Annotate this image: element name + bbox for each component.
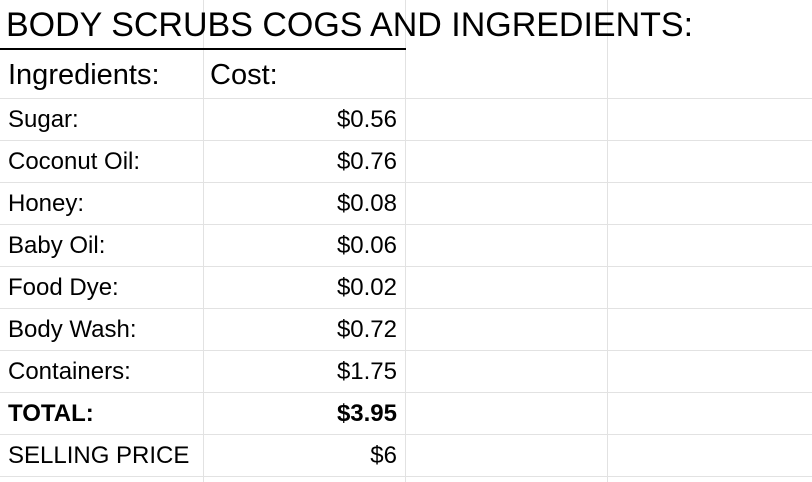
ingredient-name-cell[interactable]: Containers: bbox=[8, 358, 131, 385]
ingredient-name-cell[interactable]: Body Wash: bbox=[8, 316, 137, 343]
selling-price-value-cell[interactable]: $6 bbox=[370, 442, 397, 469]
row-divider bbox=[0, 266, 812, 267]
title-border bbox=[0, 48, 406, 50]
ingredient-cost-cell[interactable]: $0.56 bbox=[336, 106, 397, 133]
ingredient-cost-cell[interactable]: $0.08 bbox=[336, 190, 397, 217]
ingredient-cost-cell[interactable]: $0.06 bbox=[336, 232, 397, 259]
row-divider bbox=[0, 140, 812, 141]
sheet-title-cell[interactable]: BODY SCRUBS COGS AND INGREDIENTS: bbox=[6, 6, 694, 44]
ingredient-cost-cell[interactable]: $0.76 bbox=[336, 148, 397, 175]
ingredient-name-cell[interactable]: Sugar: bbox=[8, 106, 79, 133]
col-divider bbox=[607, 0, 608, 482]
header-cost-cell[interactable]: Cost: bbox=[210, 59, 278, 91]
ingredient-name-cell[interactable]: Honey: bbox=[8, 190, 85, 217]
row-divider bbox=[0, 224, 812, 225]
row-divider bbox=[0, 98, 812, 99]
row-divider bbox=[0, 308, 812, 309]
row-divider bbox=[0, 434, 812, 435]
col-divider bbox=[203, 0, 204, 482]
row-divider bbox=[0, 392, 812, 393]
header-ingredients-cell[interactable]: Ingredients: bbox=[8, 59, 160, 91]
ingredient-name-cell[interactable]: Coconut Oil: bbox=[8, 148, 141, 175]
total-label-cell[interactable]: TOTAL: bbox=[8, 400, 94, 427]
row-divider bbox=[0, 476, 812, 477]
row-divider bbox=[0, 350, 812, 351]
ingredient-name-cell[interactable]: Food Dye: bbox=[8, 274, 119, 301]
ingredient-cost-cell[interactable]: $1.75 bbox=[336, 358, 397, 385]
row-divider bbox=[0, 182, 812, 183]
ingredient-cost-cell[interactable]: $0.02 bbox=[336, 274, 397, 301]
col-divider bbox=[405, 0, 406, 482]
ingredient-name-cell[interactable]: Baby Oil: bbox=[8, 232, 106, 259]
ingredient-cost-cell[interactable]: $0.72 bbox=[336, 316, 397, 343]
total-value-cell[interactable]: $3.95 bbox=[336, 400, 397, 427]
selling-price-label-cell[interactable]: SELLING PRICE bbox=[8, 442, 190, 469]
